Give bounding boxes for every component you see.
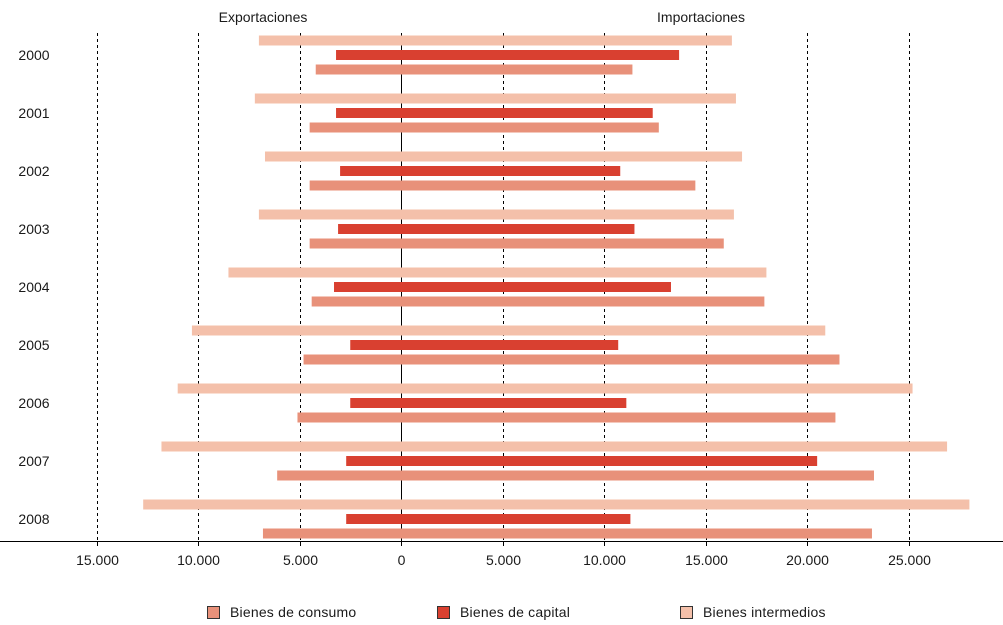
x-tick-label: 0: [398, 552, 406, 568]
x-tick-label: 10.000: [583, 552, 626, 568]
year-label: 2000: [18, 47, 49, 63]
legend-swatch-intermedios: [680, 605, 693, 619]
import-bar: [401, 151, 743, 162]
x-tick-label: 25.000: [888, 552, 931, 568]
legend-label-intermedios: Bienes intermedios: [703, 604, 826, 620]
import-bar: [401, 267, 767, 278]
export-bar: [336, 50, 401, 60]
year-label: 2007: [18, 453, 49, 469]
export-bar: [161, 441, 401, 452]
export-bar: [254, 93, 401, 104]
import-bar: [401, 470, 874, 481]
legend-swatch-capital: [437, 605, 450, 619]
import-bar: [401, 209, 734, 220]
legend-label-capital: Bienes de capital: [460, 604, 571, 620]
year-label: 2006: [18, 395, 49, 411]
export-bar: [334, 282, 401, 292]
bars-layer: [143, 35, 970, 539]
import-bar: [401, 93, 736, 104]
trade-bar-chart: Exportaciones Importaciones 15.000 10.000…: [0, 9, 1003, 568]
import-bar: [401, 514, 631, 524]
export-bar: [350, 340, 401, 350]
x-tick-label: 5.000: [283, 552, 318, 568]
import-bar: [401, 50, 680, 60]
x-tick-label: 15.000: [76, 552, 119, 568]
import-bar: [401, 528, 872, 539]
export-bar: [346, 514, 401, 524]
imports-header: Importaciones: [657, 9, 745, 25]
import-bar: [401, 64, 633, 75]
export-bar: [340, 166, 401, 176]
year-label: 2003: [18, 221, 49, 237]
export-bar: [338, 224, 401, 234]
x-tick-label: 15.000: [685, 552, 728, 568]
import-bar: [401, 224, 635, 234]
export-bar: [311, 296, 401, 307]
year-label: 2005: [18, 337, 49, 353]
import-bar: [401, 383, 913, 394]
import-bar: [401, 166, 621, 176]
year-label: 2002: [18, 163, 49, 179]
export-bar: [315, 64, 401, 75]
import-bar: [401, 499, 970, 510]
legend-label-consumo: Bienes de consumo: [230, 604, 357, 620]
year-label: 2001: [18, 105, 49, 121]
export-bar: [177, 383, 401, 394]
import-bar: [401, 238, 724, 249]
legend-item-consumo: Bienes de consumo: [207, 604, 356, 620]
import-bar: [401, 296, 765, 307]
export-bar: [350, 398, 401, 408]
x-tick-label: 20.000: [786, 552, 829, 568]
export-bar: [191, 325, 401, 336]
year-label: 2004: [18, 279, 49, 295]
export-bar: [303, 354, 401, 365]
export-bar: [297, 412, 401, 423]
export-bar: [228, 267, 401, 278]
export-bar: [309, 180, 401, 191]
export-bar: [336, 108, 401, 118]
import-bar: [401, 180, 696, 191]
legend-item-capital: Bienes de capital: [437, 604, 570, 620]
import-bar: [401, 325, 826, 336]
x-tick-label: 10.000: [177, 552, 220, 568]
import-bar: [401, 108, 653, 118]
legend-swatch-consumo: [207, 605, 220, 619]
year-label: 2008: [18, 511, 49, 527]
export-bar: [309, 122, 401, 133]
import-bar: [401, 282, 671, 292]
import-bar: [401, 412, 836, 423]
axis-layer: 15.000 10.000 5.000 0 5.000 10.000 15.000 20.00…: [0, 47, 1003, 568]
import-bar: [401, 35, 732, 46]
import-bar: [401, 456, 818, 466]
import-bar: [401, 354, 840, 365]
export-bar: [346, 456, 401, 466]
export-bar: [258, 35, 401, 46]
import-bar: [401, 122, 659, 133]
export-bar: [264, 151, 401, 162]
x-tick-label: 5.000: [486, 552, 521, 568]
export-bar: [262, 528, 401, 539]
import-bar: [401, 398, 627, 408]
import-bar: [401, 340, 619, 350]
legend-item-intermedios: Bienes intermedios: [680, 604, 826, 620]
export-bar: [277, 470, 401, 481]
exports-header: Exportaciones: [219, 9, 308, 25]
export-bar: [309, 238, 401, 249]
legend: Bienes de consumo Bienes de capital Bien…: [0, 604, 1003, 624]
import-bar: [401, 441, 948, 452]
export-bar: [143, 499, 401, 510]
export-bar: [258, 209, 401, 220]
